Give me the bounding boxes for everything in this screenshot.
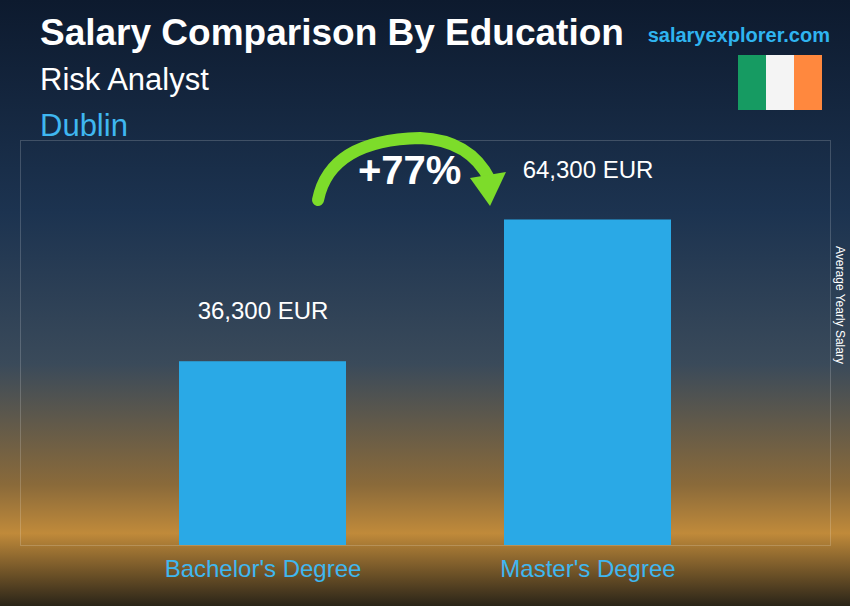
- svg-text:Bachelor's Degree: Bachelor's Degree: [165, 555, 362, 582]
- html-text:+77%: +77%: [358, 148, 462, 192]
- html-text:Dublin: Dublin: [40, 108, 128, 143]
- html-text:Risk Analyst: Risk Analyst: [40, 62, 209, 97]
- html-text:Average Yearly Salary: Average Yearly Salary: [833, 246, 847, 364]
- html-text:salaryexplorer.com: salaryexplorer.com: [647, 24, 830, 46]
- html-text:Salary Comparison By Education: Salary Comparison By Education: [40, 12, 624, 53]
- svg-text:Master's Degree: Master's Degree: [500, 555, 675, 582]
- svg-text:64,300 EUR: 64,300 EUR: [523, 156, 654, 183]
- svg-text:36,300 EUR: 36,300 EUR: [198, 297, 329, 324]
